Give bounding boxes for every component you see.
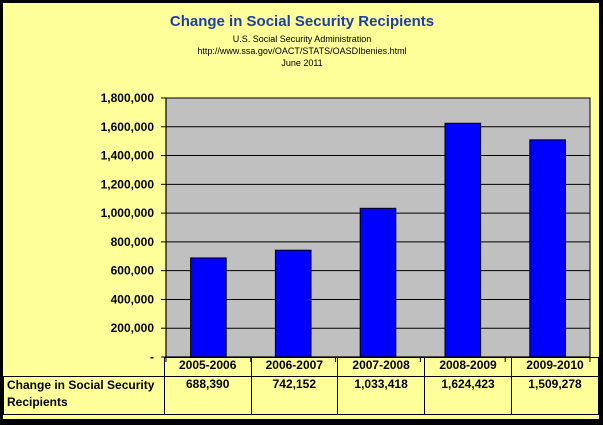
- y-tick-label: -: [150, 350, 154, 364]
- value-label: 688,390: [163, 376, 252, 415]
- bar: [190, 257, 227, 358]
- category-label: 2009-2010: [511, 357, 599, 377]
- data-table-header-row: 2005-2006 2006-2007 2007-2008 2008-2009 …: [3, 357, 599, 377]
- chart-title: Change in Social Security Recipients: [169, 13, 435, 30]
- chart-subtitle-date: June 2011: [281, 58, 323, 68]
- value-label: 1,509,278: [511, 376, 599, 415]
- chart-subtitle-url: http://www.ssa.gov/OACT/STATS/OASDIbenie…: [197, 46, 407, 56]
- bar: [359, 207, 397, 358]
- y-tick-label: 400,000: [111, 292, 155, 306]
- category-label: 2008-2009: [424, 357, 512, 377]
- y-tick-label: 1,600,000: [101, 120, 155, 134]
- value-label: 1,624,423: [424, 376, 512, 415]
- y-tick-label: 1,200,000: [101, 177, 155, 191]
- bar: [274, 249, 312, 358]
- y-tick-label: 1,800,000: [101, 91, 155, 105]
- series-label: Change in Social Security Recipients: [3, 376, 165, 415]
- y-tick-label: 800,000: [111, 235, 155, 249]
- bar: [444, 122, 482, 358]
- value-label: 742,152: [250, 376, 339, 415]
- y-tick-label: 1,000,000: [101, 206, 155, 220]
- bar-chart: - 200,000 400,000 600,000 800,000 1,000,000 1,…: [101, 91, 591, 364]
- y-tick-label: 200,000: [111, 321, 155, 335]
- chart-subtitle-source: U.S. Social Security Administration: [232, 34, 372, 44]
- chart-frame: Change in Social Security Recipients U.S…: [2, 2, 600, 420]
- bar: [529, 139, 566, 358]
- y-tick-label: 600,000: [111, 264, 155, 278]
- data-table: 2005-2006 2006-2007 2007-2008 2008-2009 …: [3, 357, 599, 415]
- data-table-values-row: Change in Social Security Recipients 688…: [3, 376, 599, 415]
- y-tick-label: 1,400,000: [101, 149, 155, 163]
- category-label: 2007-2008: [337, 357, 426, 377]
- value-label: 1,033,418: [337, 376, 426, 415]
- data-table-corner: [3, 357, 165, 377]
- category-label: 2005-2006: [163, 357, 252, 377]
- category-label: 2006-2007: [250, 357, 339, 377]
